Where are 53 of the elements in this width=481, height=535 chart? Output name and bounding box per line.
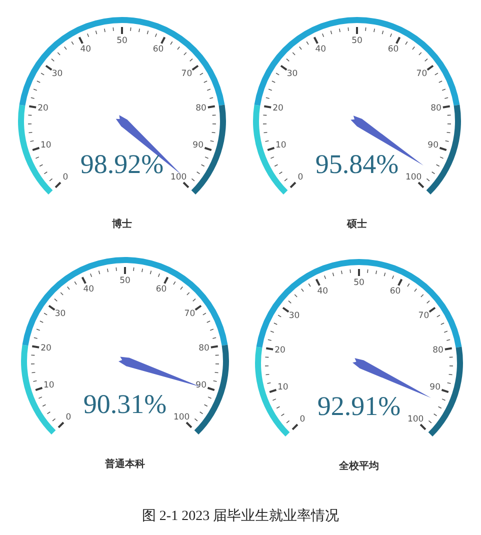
text: 40 <box>83 284 94 295</box>
data-label: 98.92% <box>80 149 164 179</box>
text: 100 <box>407 414 424 425</box>
text: 50 <box>352 36 362 46</box>
text: 60 <box>152 44 164 55</box>
text: 60 <box>390 286 401 297</box>
text: 70 <box>416 68 428 79</box>
text: 30 <box>54 308 66 319</box>
text: 0 <box>298 172 304 183</box>
text: 10 <box>276 140 286 151</box>
data-label: 92.91% <box>317 391 401 421</box>
text: 博士 <box>111 218 132 230</box>
text: 60 <box>156 284 167 295</box>
text: 90 <box>428 140 438 151</box>
text: 10 <box>40 140 52 151</box>
text: 90 <box>192 140 204 151</box>
text: 10 <box>44 380 54 391</box>
text: 20 <box>40 343 52 354</box>
data-label: 95.84% <box>315 149 399 179</box>
text: 40 <box>315 44 326 55</box>
data-label: 90.31% <box>83 389 167 419</box>
text: 30 <box>286 68 298 79</box>
text: 20 <box>274 345 286 356</box>
text: 30 <box>52 68 63 79</box>
text: 80 <box>430 103 442 114</box>
text: 50 <box>116 36 128 46</box>
text: 10 <box>278 382 288 393</box>
text: 50 <box>354 278 364 288</box>
text: 0 <box>66 412 72 423</box>
text: 70 <box>181 68 192 79</box>
caption: 图 2-1 2023 届毕业生就业率情况 <box>142 508 340 524</box>
text: 20 <box>272 103 284 114</box>
text: 70 <box>184 308 196 319</box>
text: 90 <box>430 382 440 393</box>
text: 全校平均 <box>338 460 379 472</box>
text: 100 <box>173 412 190 423</box>
text: 30 <box>288 310 300 321</box>
text: 普通本科 <box>104 458 145 470</box>
text: 40 <box>80 44 92 55</box>
text: 80 <box>432 345 444 356</box>
text: 100 <box>170 172 187 183</box>
text: 硕士 <box>346 218 367 230</box>
text: 100 <box>405 172 422 183</box>
text: 70 <box>418 310 430 321</box>
text: 0 <box>62 172 68 183</box>
text: 0 <box>300 414 306 425</box>
text: 80 <box>196 103 206 114</box>
text: 80 <box>198 343 210 354</box>
text: 50 <box>120 276 130 286</box>
text: 90 <box>196 380 206 391</box>
text: 20 <box>38 103 48 114</box>
text: 40 <box>317 286 328 297</box>
text: 60 <box>388 44 399 55</box>
